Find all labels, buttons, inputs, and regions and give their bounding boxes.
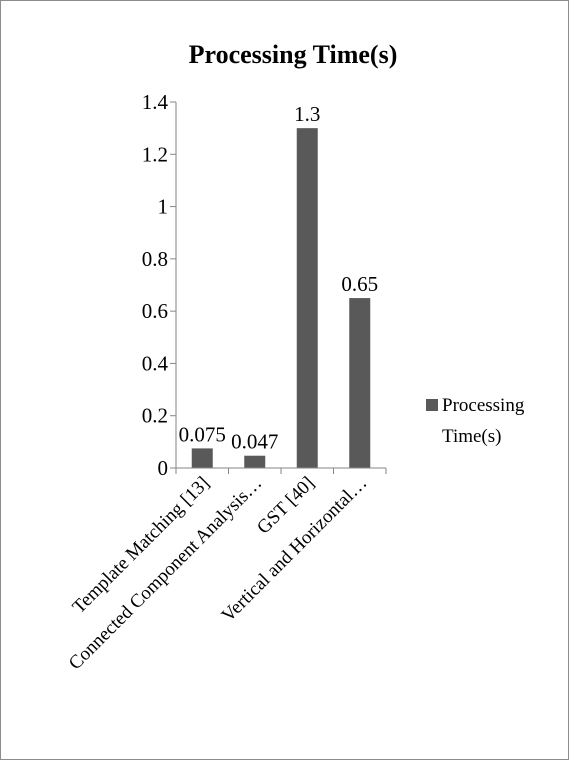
legend: Processing Time(s) [426,395,525,447]
data-label: 0.65 [341,272,378,296]
y-tick-label: 1 [158,195,169,219]
y-tick-label: 0.4 [142,351,169,375]
legend-label-line2: Time(s) [442,426,501,447]
data-label: 1.3 [294,102,320,126]
y-axis: 0 0.2 0.4 0.6 0.8 1 1.2 1.4 [142,90,177,480]
legend-label-line1: Processing [442,395,525,416]
y-tick-label: 1.2 [142,142,168,166]
y-tick-label: 0 [158,456,169,480]
bar [191,448,213,468]
bar [296,128,318,468]
data-labels: 0.075 0.047 1.3 0.65 [179,102,379,454]
legend-swatch [426,399,438,411]
category-label: Connected Component Analysis… [65,473,266,674]
y-tick-label: 0.6 [142,299,168,323]
x-axis [175,467,387,474]
bars [191,128,371,468]
data-label: 0.075 [179,422,226,446]
y-tick-label: 1.4 [142,90,169,114]
category-labels: Template Matching [13]Connected Componen… [65,473,371,674]
y-tick-label: 0.8 [142,247,168,271]
bar [244,455,266,468]
bar [349,298,371,468]
y-tick-label: 0.2 [142,404,168,428]
data-label: 0.047 [231,430,278,454]
chart-title: Processing Time(s) [189,40,398,69]
